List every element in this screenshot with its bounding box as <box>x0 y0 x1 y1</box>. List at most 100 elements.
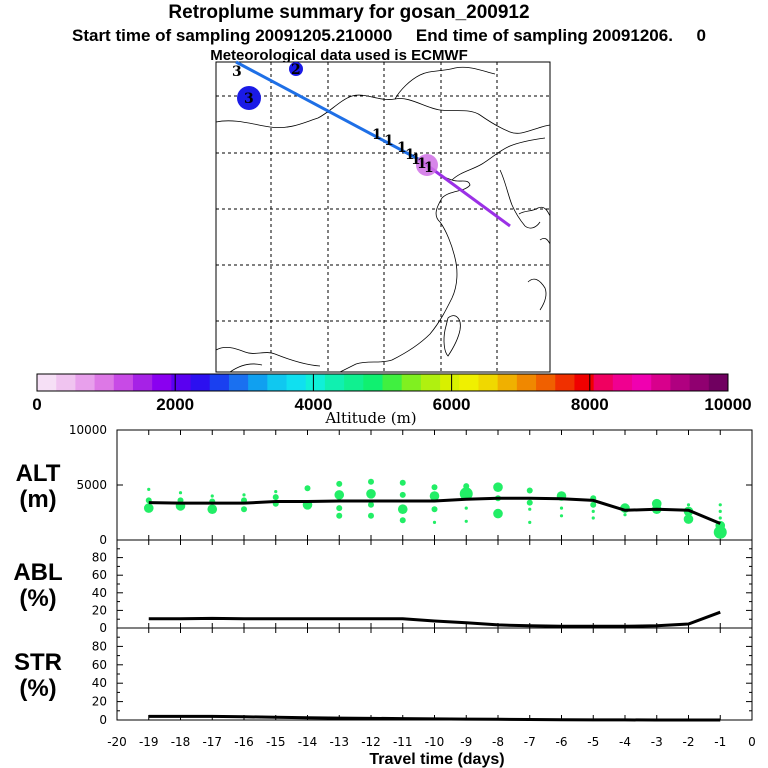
x-tick-label: -16 <box>234 735 254 749</box>
altitude-point <box>207 504 218 514</box>
colorbar-segment <box>440 374 460 391</box>
str-panel: STR(%) 80 60 40 20 0 <box>14 627 753 727</box>
altitude-point <box>274 490 278 494</box>
meteorological-data-subtitle: Meteorological data used is ECMWF <box>210 47 468 64</box>
altitude-point <box>459 487 473 501</box>
y-axis-unit: (%) <box>19 585 56 612</box>
y-tick-label: 0 <box>99 621 107 635</box>
trajectory-day-label: 1 <box>397 140 407 156</box>
colorbar-tick-label: 4000 <box>294 395 332 414</box>
colorbar-segment <box>209 374 230 391</box>
colorbar-segment <box>459 374 479 391</box>
altitude-point <box>368 501 374 508</box>
x-tick-label: -6 <box>556 735 568 749</box>
trajectory-day-label: 1 <box>405 147 415 163</box>
colorbar-segment <box>37 374 57 391</box>
altitude-colorbar: 0 2000 4000 6000 8000 10000 <box>32 373 752 414</box>
altitude-point <box>718 503 722 507</box>
x-tick-label: -17 <box>202 735 222 749</box>
colorbar-tick-label: 8000 <box>571 395 609 414</box>
map-frame <box>215 61 551 373</box>
y-tick-label: 80 <box>92 551 107 565</box>
abl-line <box>148 610 721 628</box>
altitude-point <box>336 480 343 487</box>
x-tick-label: 0 <box>748 735 756 749</box>
map-coastlines <box>215 66 551 373</box>
x-tick-label: -19 <box>139 735 159 749</box>
colorbar-tick-label: 10000 <box>704 395 751 414</box>
altitude-point <box>178 491 183 495</box>
colorbar-segment <box>324 374 345 391</box>
y-tick-label: 80 <box>92 639 107 653</box>
x-tick-label: -3 <box>651 735 663 749</box>
colorbar-segment <box>708 374 729 391</box>
x-tick-label: -8 <box>492 735 504 749</box>
altitude-point <box>431 484 438 491</box>
y-tick-label: 60 <box>92 568 107 582</box>
y-tick-label: 40 <box>92 586 107 600</box>
trajectory-day-label: 1 <box>424 160 434 176</box>
y-tick-label: 20 <box>92 603 107 617</box>
altitude-point <box>559 506 564 510</box>
colorbar-label: Altitude (m) <box>324 409 416 427</box>
x-tick-label: -9 <box>460 735 472 749</box>
y-tick-label: 40 <box>92 676 107 690</box>
colorbar-segment <box>286 374 307 391</box>
altitude-point <box>623 513 627 517</box>
colorbar-frame <box>36 373 729 392</box>
colorbar-segment <box>651 374 671 391</box>
x-tick-label: -5 <box>587 735 599 749</box>
abl-panel: ABL(%) 80 60 40 20 0 <box>13 539 753 635</box>
y-axis-unit: (m) <box>19 486 56 513</box>
x-tick-label: -11 <box>393 735 413 749</box>
source-label: 3 <box>244 91 254 107</box>
x-tick-label: -13 <box>329 735 349 749</box>
altitude-point <box>210 494 214 498</box>
altitude-point <box>147 487 151 491</box>
altitude-point <box>368 478 374 485</box>
str-line <box>148 714 721 722</box>
altitude-mean-line <box>148 496 721 525</box>
y-tick-label: 20 <box>92 695 107 709</box>
alt-panel: ALT(m) 10000 5000 0 <box>16 423 753 547</box>
altitude-point <box>431 506 438 513</box>
colorbar-segment <box>190 374 211 391</box>
y-tick-label: 5000 <box>76 478 107 492</box>
colorbar-segment <box>94 374 115 391</box>
y-tick-label: 10000 <box>69 423 107 437</box>
x-tick-label: -1 <box>714 735 726 749</box>
source-cluster <box>416 154 438 176</box>
altitude-point <box>241 506 247 513</box>
altitude-point <box>591 516 595 520</box>
altitude-point <box>683 514 694 524</box>
altitude-point <box>397 504 408 514</box>
colorbar-segment <box>689 374 710 391</box>
altitude-point <box>526 487 533 494</box>
x-tick-label: -14 <box>298 735 318 749</box>
x-tick-label: -18 <box>171 735 191 749</box>
colorbar-tick-label: 0 <box>32 395 41 414</box>
y-axis-unit: (%) <box>19 675 56 702</box>
trajectory-day-label: 1 <box>411 152 421 168</box>
colorbar-segment <box>632 374 652 391</box>
y-axis-label: STR <box>14 649 62 676</box>
altitude-point <box>399 517 406 524</box>
colorbar-tick-label: 6000 <box>433 395 471 414</box>
colorbar-segment <box>152 374 172 391</box>
altitude-point <box>528 507 532 511</box>
colorbar-segment <box>670 374 691 391</box>
altitude-point <box>590 501 597 508</box>
altitude-point <box>366 489 376 499</box>
altitude-point <box>528 520 532 525</box>
altitude-point <box>272 494 279 501</box>
y-axis-label: ALT <box>16 460 61 487</box>
colorbar-segment <box>516 374 537 391</box>
colorbar-tick-label: 2000 <box>156 395 194 414</box>
altitude-point <box>304 485 311 492</box>
colorbar-segment <box>382 374 403 391</box>
trajectory-day-label: 1 <box>417 156 427 172</box>
y-tick-label: 60 <box>92 658 107 672</box>
chart-title: Retroplume summary for gosan_200912 <box>168 2 530 23</box>
trajectory-segment-blue <box>235 60 421 162</box>
colorbar-segment <box>267 374 288 391</box>
